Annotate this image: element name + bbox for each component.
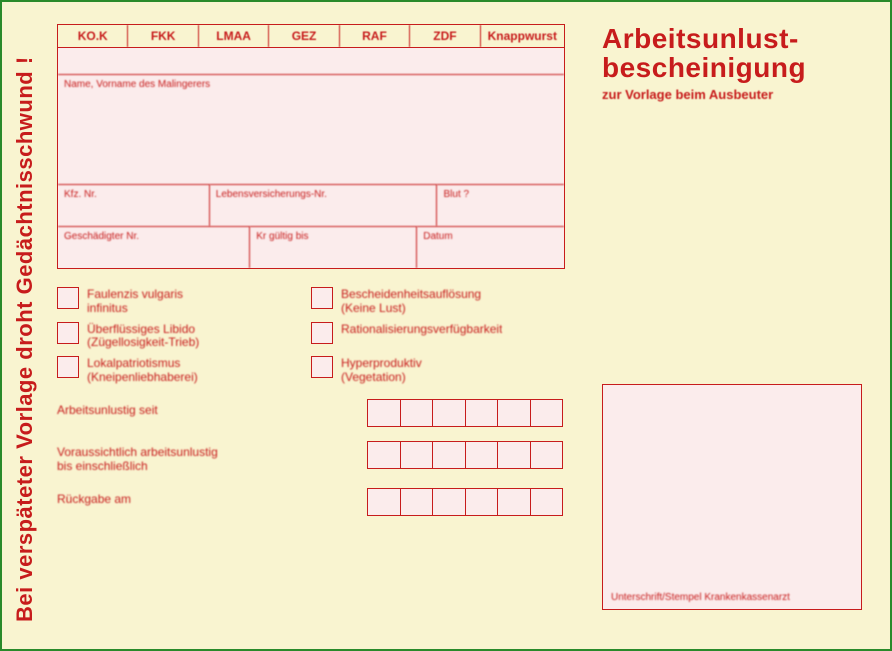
header-cell: ZDF — [410, 25, 480, 47]
header-cell: Knappwurst — [481, 25, 564, 47]
check-label-l1: Faulenzis vulgaris — [87, 287, 183, 301]
date-input-until[interactable] — [367, 441, 563, 469]
check-label-l2: (Kneipenliebhaberei) — [87, 370, 198, 384]
check-item: Faulenzis vulgaris infinitus — [57, 287, 311, 316]
title-block: Arbeitsunlust- bescheinigung zur Vorlage… — [602, 24, 867, 102]
header-cell: LMAA — [199, 25, 269, 47]
check-label: Überflüssiges Libido (Zügellosigkeit-Tri… — [87, 322, 199, 351]
form-insurance-field[interactable]: Lebensversicherungs-Nr. — [210, 184, 438, 226]
check-label-l2: (Keine Lust) — [341, 301, 406, 315]
signature-box[interactable]: Unterschrift/Stempel Krankenkassenarzt — [602, 384, 862, 610]
check-label: Rationalisierungsverfügbarkeit — [341, 322, 502, 351]
header-cell: RAF — [340, 25, 410, 47]
form-blank-row[interactable] — [58, 48, 564, 74]
check-item: Hyperproduktiv (Vegetation) — [311, 356, 565, 385]
checkbox[interactable] — [311, 322, 333, 344]
date-row-return: Rückgabe am — [57, 488, 619, 516]
date-label-until: Voraussichtlich arbeitsunlustig bis eins… — [57, 441, 367, 474]
checkbox[interactable] — [311, 287, 333, 309]
date-row-since: Arbeitsunlustig seit — [57, 399, 619, 427]
form-valid-field[interactable]: Kr gültig bis — [250, 226, 417, 268]
date-label-until-l1: Voraussichtlich arbeitsunlustig — [57, 445, 218, 459]
side-warning-text: Bei verspäteter Vorlage droht Gedächtnis… — [12, 56, 38, 622]
checkbox[interactable] — [57, 356, 79, 378]
check-label: Faulenzis vulgaris infinitus — [87, 287, 183, 316]
date-input-return[interactable] — [367, 488, 563, 516]
check-label-l1: Lokalpatriotismus — [87, 356, 180, 370]
header-cell: FKK — [128, 25, 198, 47]
check-label-l1: Bescheidenheitsauflösung — [341, 287, 481, 301]
form-victim-label: Geschädigter Nr. — [64, 231, 139, 242]
check-item: Rationalisierungsverfügbarkeit — [311, 322, 565, 351]
form-blood-label: Blut ? — [443, 189, 469, 200]
form-blood-field[interactable]: Blut ? — [437, 184, 564, 226]
check-label: Hyperproduktiv (Vegetation) — [341, 356, 422, 385]
document-body: Arbeitsunlust- bescheinigung zur Vorlage… — [57, 24, 872, 631]
date-label-until-l2: bis einschließlich — [57, 459, 148, 473]
title-line2: bescheinigung — [602, 53, 867, 82]
check-item: Überflüssiges Libido (Zügellosigkeit-Tri… — [57, 322, 311, 351]
check-label: Lokalpatriotismus (Kneipenliebhaberei) — [87, 356, 198, 385]
check-label-l1: Hyperproduktiv — [341, 356, 422, 370]
check-item: Lokalpatriotismus (Kneipenliebhaberei) — [57, 356, 311, 385]
check-label-l2: (Zügellosigkeit-Trieb) — [87, 335, 199, 349]
date-label-return: Rückgabe am — [57, 488, 367, 506]
form-name-field[interactable]: Name, Vorname des Malingerers — [58, 74, 564, 184]
form-kfz-label: Kfz. Nr. — [64, 189, 97, 200]
form-date-field[interactable]: Datum — [417, 226, 564, 268]
check-label-l2: (Vegetation) — [341, 370, 406, 384]
header-cell: KO.K — [58, 25, 128, 47]
check-label: Bescheidenheitsauflösung (Keine Lust) — [341, 287, 481, 316]
check-item: Bescheidenheitsauflösung (Keine Lust) — [311, 287, 565, 316]
title-sub: zur Vorlage beim Ausbeuter — [602, 87, 867, 102]
checkbox[interactable] — [57, 322, 79, 344]
form-valid-label: Kr gültig bis — [256, 231, 308, 242]
checkbox[interactable] — [311, 356, 333, 378]
title-line1: Arbeitsunlust- — [602, 24, 867, 53]
date-row-until: Voraussichtlich arbeitsunlustig bis eins… — [57, 441, 619, 474]
checkbox[interactable] — [57, 287, 79, 309]
form-insurance-label: Lebensversicherungs-Nr. — [216, 189, 327, 200]
check-label-l1: Rationalisierungsverfügbarkeit — [341, 322, 502, 336]
form-date-label: Datum — [423, 231, 452, 242]
form-victim-field[interactable]: Geschädigter Nr. — [58, 226, 250, 268]
patient-form-box: Name, Vorname des Malingerers Kfz. Nr. L… — [57, 48, 565, 269]
signature-label: Unterschrift/Stempel Krankenkassenarzt — [611, 592, 853, 603]
form-kfz-field[interactable]: Kfz. Nr. — [58, 184, 210, 226]
diagnosis-checks: Faulenzis vulgaris infinitus Bescheidenh… — [57, 287, 565, 385]
date-section: Arbeitsunlustig seit Voraussichtlich arb… — [57, 399, 619, 516]
form-name-label: Name, Vorname des Malingerers — [64, 79, 210, 90]
date-input-since[interactable] — [367, 399, 563, 427]
header-cell: GEZ — [269, 25, 339, 47]
date-label-since: Arbeitsunlustig seit — [57, 399, 367, 417]
check-label-l1: Überflüssiges Libido — [87, 322, 195, 336]
check-label-l2: infinitus — [87, 301, 128, 315]
insurance-header-row: KO.K FKK LMAA GEZ RAF ZDF Knappwurst — [57, 24, 565, 48]
